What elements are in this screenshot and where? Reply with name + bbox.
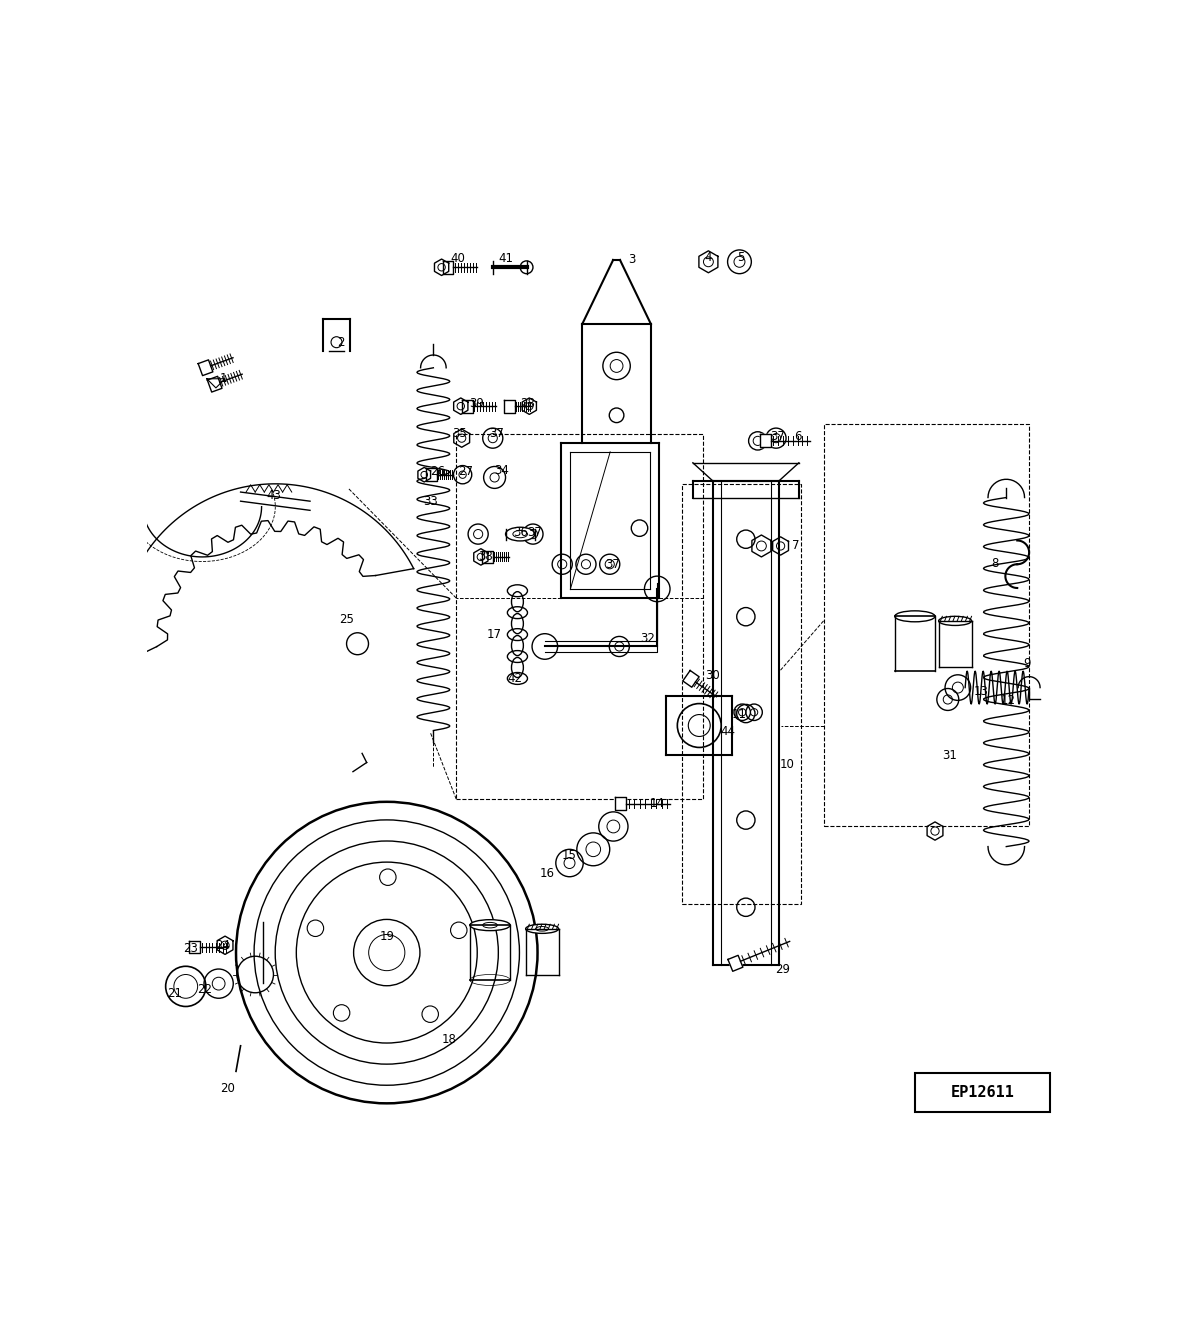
- Text: 37: 37: [770, 429, 785, 443]
- Text: 19: 19: [380, 929, 394, 942]
- Polygon shape: [198, 360, 213, 376]
- Circle shape: [165, 966, 206, 1006]
- Circle shape: [520, 260, 533, 274]
- Text: 34: 34: [494, 464, 509, 477]
- Text: 38: 38: [477, 550, 493, 563]
- Text: 20: 20: [220, 1082, 236, 1095]
- Polygon shape: [683, 670, 699, 687]
- Bar: [823, 424, 1029, 827]
- Text: 25: 25: [340, 614, 354, 626]
- Text: 9: 9: [1023, 658, 1032, 670]
- Polygon shape: [615, 797, 626, 811]
- Polygon shape: [190, 941, 200, 953]
- Text: EP12611: EP12611: [950, 1084, 1014, 1100]
- Text: 5: 5: [738, 251, 745, 263]
- Polygon shape: [503, 400, 515, 412]
- Bar: [915, 1074, 1050, 1111]
- Text: 31: 31: [942, 748, 957, 762]
- Text: 33: 33: [423, 494, 439, 508]
- Text: 30: 30: [705, 670, 719, 682]
- Text: 37: 37: [527, 526, 542, 538]
- Text: 24: 24: [215, 938, 230, 952]
- Text: 17: 17: [487, 629, 502, 641]
- Circle shape: [645, 575, 670, 602]
- Text: 37: 37: [605, 558, 620, 570]
- Text: 40: 40: [450, 251, 466, 264]
- Text: 12: 12: [1001, 694, 1015, 707]
- Polygon shape: [208, 376, 222, 392]
- Text: 35: 35: [453, 427, 467, 440]
- Polygon shape: [442, 260, 454, 274]
- Text: 2: 2: [337, 336, 344, 348]
- Text: 41: 41: [498, 251, 513, 264]
- Polygon shape: [482, 550, 493, 563]
- Text: 36: 36: [513, 526, 528, 538]
- Text: 1: 1: [219, 372, 228, 385]
- Text: 15: 15: [562, 849, 577, 863]
- Text: 29: 29: [775, 962, 790, 975]
- Text: 43: 43: [266, 489, 281, 502]
- Text: 39: 39: [469, 397, 483, 409]
- Text: 32: 32: [640, 631, 656, 645]
- Text: 11: 11: [732, 707, 747, 720]
- Bar: [681, 484, 801, 904]
- Text: 21: 21: [167, 987, 183, 1001]
- Circle shape: [532, 634, 558, 659]
- Text: 3: 3: [628, 254, 635, 267]
- Ellipse shape: [506, 528, 535, 541]
- Text: 44: 44: [720, 724, 735, 738]
- Text: 16: 16: [539, 868, 554, 881]
- Ellipse shape: [526, 924, 559, 933]
- Text: 4: 4: [705, 251, 712, 263]
- Text: 18: 18: [441, 1033, 456, 1046]
- Text: 26: 26: [430, 465, 446, 478]
- Polygon shape: [462, 400, 473, 412]
- Text: 28: 28: [520, 397, 535, 409]
- Text: 27: 27: [457, 465, 473, 478]
- Text: 13: 13: [973, 684, 988, 698]
- Text: 23: 23: [183, 942, 198, 956]
- Polygon shape: [727, 956, 743, 971]
- Text: 6: 6: [795, 429, 802, 443]
- Ellipse shape: [895, 611, 935, 622]
- Circle shape: [677, 703, 722, 747]
- Text: 10: 10: [779, 758, 795, 771]
- Text: 7: 7: [792, 538, 799, 552]
- Ellipse shape: [470, 920, 511, 930]
- Text: 8: 8: [992, 557, 999, 570]
- Bar: [456, 433, 703, 799]
- Polygon shape: [426, 468, 437, 481]
- Text: 42: 42: [507, 672, 522, 684]
- Text: 37: 37: [489, 427, 503, 440]
- Text: 14: 14: [650, 797, 665, 811]
- Ellipse shape: [938, 617, 971, 626]
- Text: 22: 22: [197, 982, 212, 995]
- Polygon shape: [759, 435, 771, 448]
